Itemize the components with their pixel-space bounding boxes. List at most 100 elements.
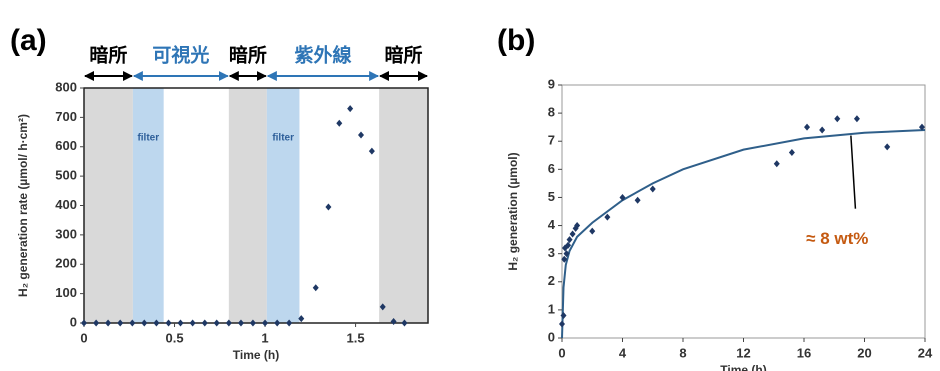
x-tick-label: 0.5 [165, 330, 183, 345]
band [132, 88, 164, 323]
point [177, 319, 184, 327]
x-tick-label: 16 [797, 345, 811, 360]
point [819, 126, 826, 134]
x-tick-label: 4 [619, 345, 627, 360]
x-tick-label: 12 [736, 345, 750, 360]
x-tick-label: 0 [558, 345, 565, 360]
point [117, 319, 124, 327]
x-tick-label: 1.5 [347, 330, 365, 345]
y-tick-label: 7 [548, 133, 555, 148]
point [336, 119, 343, 127]
x-tick-label: 8 [679, 345, 686, 360]
point [574, 222, 581, 230]
point [225, 319, 232, 327]
band [379, 88, 428, 323]
point [347, 105, 354, 113]
point [105, 319, 112, 327]
y-tick-label: 4 [548, 217, 556, 232]
point [604, 213, 611, 221]
x-axis-label: Time (h) [233, 348, 279, 362]
y-tick-label: 3 [548, 245, 555, 260]
y-tick-label: 8 [548, 105, 555, 120]
point [262, 319, 269, 327]
y-tick-label: 0 [70, 314, 77, 329]
point [153, 319, 160, 327]
point [589, 227, 596, 235]
panel-label: (b) [497, 24, 535, 57]
point [773, 160, 780, 168]
point [312, 284, 319, 292]
point [834, 115, 841, 123]
x-tick-label: 24 [918, 345, 933, 360]
point [619, 193, 626, 201]
plot-frame [561, 84, 926, 339]
point [201, 319, 208, 327]
y-tick-label: 200 [55, 256, 77, 271]
span-label: 暗所 [229, 44, 267, 67]
y-tick-label: 500 [55, 168, 77, 183]
point [569, 230, 576, 238]
point [788, 148, 795, 156]
point [274, 319, 281, 327]
point [853, 115, 860, 123]
point [368, 147, 375, 155]
point [189, 319, 196, 327]
y-tick-label: 800 [55, 79, 77, 94]
span-label: 紫外線 [294, 44, 351, 67]
band-label: filter [137, 133, 159, 144]
x-tick-label: 20 [857, 345, 871, 360]
x-axis-label: Time (h) [720, 363, 766, 371]
point [129, 319, 136, 327]
annotation-line [850, 135, 857, 209]
point [560, 312, 567, 320]
point [561, 255, 568, 263]
point [649, 185, 656, 193]
point [566, 236, 573, 244]
band [84, 88, 133, 323]
annotation: ≈ 8 wt% [806, 229, 868, 248]
y-axis-label: H₂ generation (µmol) [506, 152, 520, 270]
point [565, 241, 572, 249]
span-label: 可視光 [152, 44, 209, 67]
y-tick-label: 1 [548, 301, 555, 316]
point [918, 123, 925, 131]
point [559, 320, 565, 328]
y-tick-label: 100 [55, 285, 77, 300]
band-label: filter [272, 133, 294, 144]
span-label: 暗所 [385, 44, 423, 67]
span-label: 暗所 [89, 44, 127, 67]
y-tick-label: 5 [548, 189, 555, 204]
point [401, 319, 408, 327]
point [390, 318, 397, 326]
point [884, 143, 891, 151]
point [213, 319, 220, 327]
point [237, 319, 244, 327]
point [249, 319, 256, 327]
x-tick-label: 1 [261, 330, 268, 345]
band [266, 88, 300, 323]
point [141, 319, 148, 327]
panel-label: (a) [10, 24, 47, 57]
y-tick-label: 400 [55, 197, 77, 212]
point [286, 319, 293, 327]
fit-curve [561, 128, 926, 339]
point [379, 303, 386, 311]
point [81, 319, 87, 327]
band [228, 88, 267, 323]
y-axis-label: H₂ generation rate (µmol/ h·cm²) [16, 114, 30, 297]
point [563, 250, 570, 258]
point [804, 123, 811, 131]
x-tick-label: 0 [80, 330, 87, 345]
y-tick-label: 9 [548, 76, 555, 91]
y-tick-label: 2 [548, 273, 555, 288]
point [358, 131, 365, 139]
y-tick-label: 600 [55, 138, 77, 153]
point [298, 315, 305, 323]
point [165, 319, 172, 327]
y-tick-label: 6 [548, 161, 555, 176]
y-tick-label: 0 [548, 329, 555, 344]
point [93, 319, 100, 327]
point [325, 203, 332, 211]
point [634, 196, 641, 204]
